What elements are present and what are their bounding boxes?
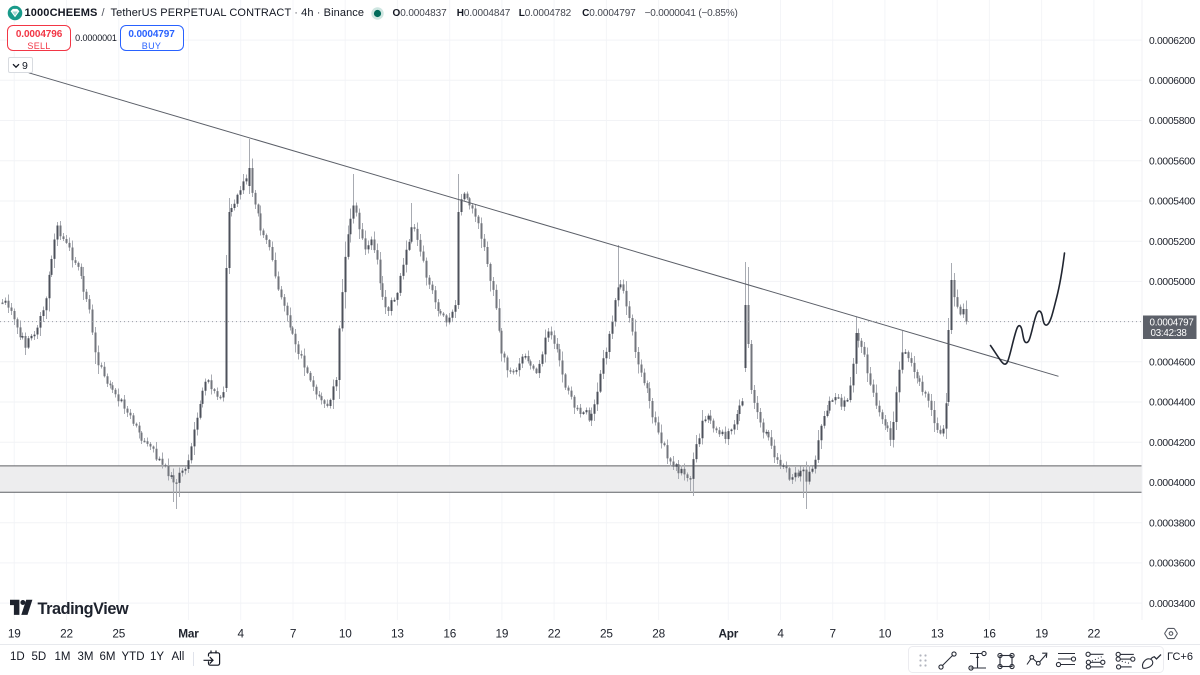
svg-text:TradingView: TradingView [38, 600, 129, 618]
svg-text:13: 13 [391, 627, 404, 641]
svg-text:28: 28 [652, 627, 665, 641]
svg-text:0.0003600: 0.0003600 [1149, 559, 1196, 570]
svg-text:13: 13 [931, 627, 944, 641]
svg-text:0.0005600: 0.0005600 [1149, 156, 1196, 167]
svg-text:0.0005400: 0.0005400 [1149, 197, 1196, 208]
svg-text:03:42:38: 03:42:38 [1151, 328, 1188, 339]
svg-text:0.0004400: 0.0004400 [1149, 398, 1196, 409]
svg-text:0.0006200: 0.0006200 [1149, 36, 1196, 47]
svg-text:10: 10 [879, 627, 892, 641]
svg-text:7: 7 [290, 627, 296, 641]
svg-text:22: 22 [548, 627, 561, 641]
svg-text:0.0004797: 0.0004797 [1150, 318, 1194, 329]
svg-text:0.0006000: 0.0006000 [1149, 76, 1196, 87]
svg-text:0.0005000: 0.0005000 [1149, 277, 1196, 288]
svg-text:7: 7 [830, 627, 836, 641]
svg-text:25: 25 [112, 627, 125, 641]
svg-text:16: 16 [443, 627, 456, 641]
svg-text:Mar: Mar [178, 627, 199, 641]
svg-text:19: 19 [1035, 627, 1048, 641]
svg-text:4: 4 [238, 627, 245, 641]
svg-text:19: 19 [8, 627, 21, 641]
svg-text:0.0005800: 0.0005800 [1149, 116, 1196, 127]
svg-text:0.0004200: 0.0004200 [1149, 438, 1196, 449]
svg-text:0.0004000: 0.0004000 [1149, 478, 1196, 489]
svg-text:25: 25 [600, 627, 613, 641]
svg-text:0.0003400: 0.0003400 [1149, 599, 1196, 610]
svg-text:22: 22 [1088, 627, 1101, 641]
svg-text:0.0003800: 0.0003800 [1149, 518, 1196, 529]
svg-text:22: 22 [60, 627, 73, 641]
svg-text:Apr: Apr [718, 627, 738, 641]
svg-text:0.0005200: 0.0005200 [1149, 237, 1196, 248]
svg-text:19: 19 [496, 627, 509, 641]
svg-text:16: 16 [983, 627, 996, 641]
svg-text:0.0004600: 0.0004600 [1149, 358, 1196, 369]
svg-text:4: 4 [777, 627, 784, 641]
svg-text:10: 10 [339, 627, 352, 641]
